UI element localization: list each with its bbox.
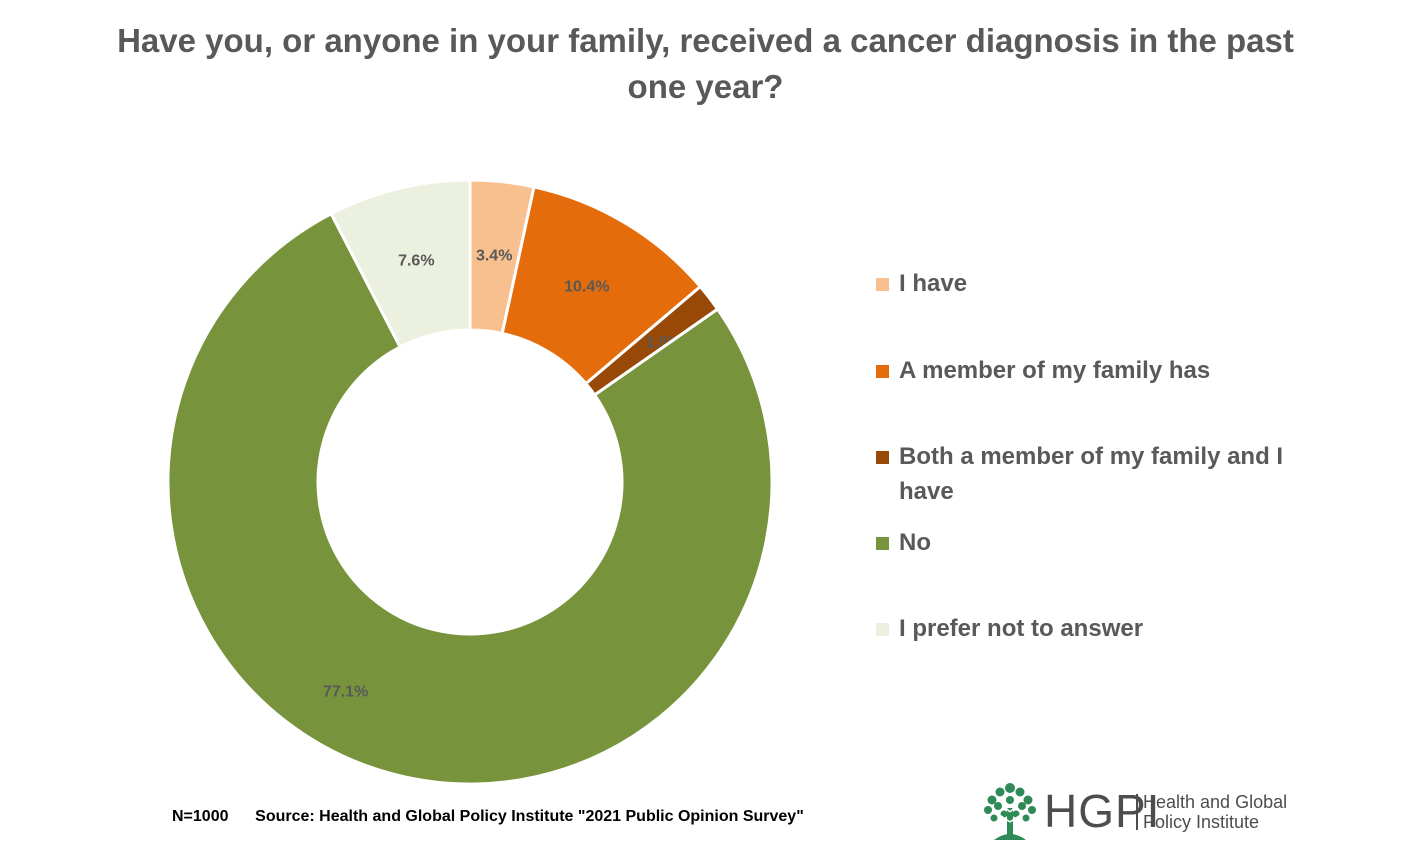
logo-acronym: HGPI (1044, 785, 1161, 837)
legend-item-no: No (876, 525, 1326, 560)
logo-name-line1: Health and Global (1143, 792, 1288, 812)
legend-item-i-have: I have (876, 266, 1326, 301)
legend-swatch (876, 537, 889, 550)
slice-value-label-0: 3.4% (476, 248, 512, 265)
donut-slice-3 (166, 211, 774, 786)
legend-item-prefer-not: I prefer not to answer (876, 611, 1326, 646)
legend-label: I have (899, 270, 968, 297)
logo-divider (1136, 794, 1138, 830)
source-note: N=1000 Source: Health and Global Policy … (172, 808, 804, 825)
legend-item-family-member: A member of my family has (876, 353, 1326, 388)
legend-label: I prefer not to answer (899, 615, 1144, 642)
legend-label: A member of my family has (899, 357, 1211, 384)
tree-logo-icon (984, 783, 1036, 840)
slice-value-label-3: 77.1% (323, 684, 368, 701)
legend-swatch (876, 451, 889, 464)
legend-swatch (876, 278, 889, 291)
hgpi-logo: HGPI Health and Global Policy Institute (980, 778, 1290, 844)
logo-name-line2: Policy Institute (1143, 812, 1260, 832)
donut-slice-4 (329, 178, 472, 350)
legend-label: Both a member of my family and I have (899, 443, 1284, 505)
legend-swatch (876, 365, 889, 378)
logo-fullname: Health and Global Policy Institute (1143, 792, 1287, 832)
legend-item-both: Both a member of my family and I have (876, 439, 1326, 509)
chart-title: Have you, or anyone in your family, rece… (117, 22, 1294, 105)
legend-label: No (899, 529, 931, 556)
slice-value-label-1: 10.4% (564, 279, 609, 296)
slice-value-label-4: 7.6% (398, 253, 434, 270)
legend-swatch (876, 623, 889, 636)
